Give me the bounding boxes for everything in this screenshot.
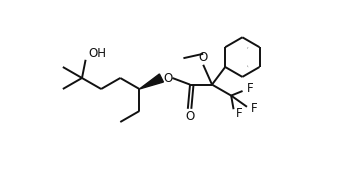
Text: F: F	[246, 83, 253, 95]
Polygon shape	[139, 74, 163, 89]
Text: O: O	[164, 71, 173, 84]
Text: F: F	[236, 107, 242, 120]
Text: OH: OH	[89, 47, 107, 60]
Text: F: F	[251, 102, 258, 115]
Text: O: O	[199, 51, 208, 64]
Text: O: O	[185, 110, 194, 123]
